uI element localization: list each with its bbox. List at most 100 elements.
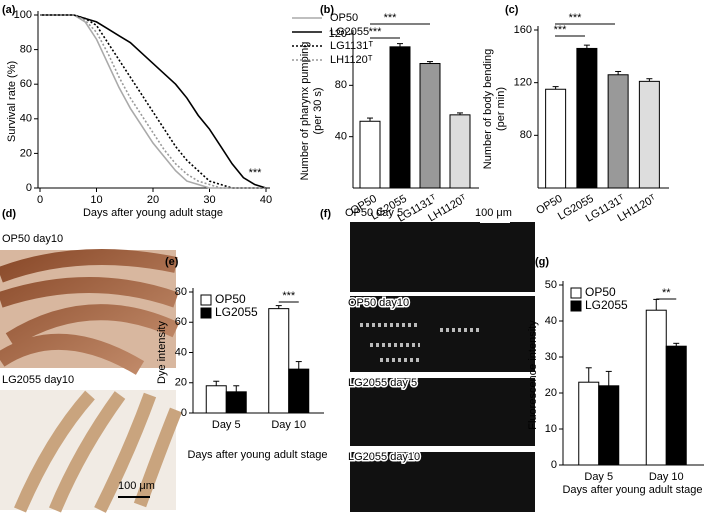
panel-f-images [350, 221, 535, 512]
scale-label: 100 μm [475, 207, 512, 219]
panel-label: (c) [505, 4, 519, 16]
y-axis-label: Number of pharynx pumping [299, 42, 311, 181]
y-tick-label: 80 [520, 129, 532, 141]
x-axis-label: Days after young adult stage [562, 484, 702, 496]
bar [598, 385, 620, 466]
y-tick-label: 20 [175, 377, 187, 389]
x-tick-label: Day 5 [584, 471, 613, 483]
x-tick-label: 0 [37, 194, 43, 206]
legend-label: LG2055 [330, 26, 369, 38]
image-label: LG2055 day10 [2, 374, 74, 386]
y-axis-label: Survival rate (%) [6, 61, 18, 142]
annotation: *** [369, 26, 383, 38]
line [40, 14, 267, 189]
panel-label: (g) [535, 256, 549, 268]
panel-label: (f) [320, 208, 331, 220]
y-tick-label: 40 [175, 346, 187, 358]
y-tick-label: 40 [335, 131, 347, 143]
bar [225, 391, 247, 414]
y-tick-label: 40 [545, 315, 557, 327]
image-label: OP50 day10 [2, 233, 63, 245]
annotation: *** [249, 167, 263, 179]
annotation: *** [384, 12, 398, 24]
image [350, 222, 535, 292]
y-tick-label: 10 [545, 423, 557, 435]
bar [449, 114, 471, 189]
y-tick-label: 20 [20, 147, 32, 159]
y-axis-label: Dye intensity [156, 321, 168, 384]
y-tick-label: 120 [514, 77, 532, 89]
y-tick-label: 80 [175, 286, 187, 298]
legend-label: LG2055 [585, 298, 628, 312]
fluorescence [360, 323, 480, 362]
y-tick-label: 60 [175, 316, 187, 328]
y-tick-label: 50 [545, 279, 557, 291]
x-tick-label: 30 [203, 194, 215, 206]
y-tick-label: 100 [14, 9, 32, 21]
annotation: ** [662, 287, 671, 299]
panel-label: (d) [2, 208, 16, 220]
y-tick-label: 160 [514, 24, 532, 36]
y-tick-label: 0 [551, 459, 557, 471]
line [40, 14, 266, 189]
x-axis-label: Days after young adult stage [83, 207, 223, 219]
bar [638, 80, 660, 189]
y-tick-label: 20 [545, 387, 557, 399]
legend-label: OP50 [330, 12, 358, 24]
bar [665, 345, 687, 466]
y-tick-label: 30 [545, 351, 557, 363]
legend-swatch [200, 294, 212, 306]
legend-label: OP50 [585, 285, 616, 299]
panel-label: (b) [320, 4, 334, 16]
bar [576, 47, 598, 189]
legend-swatch [570, 300, 582, 312]
y-tick-label: 80 [335, 79, 347, 91]
x-tick-label: Day 10 [649, 471, 684, 483]
panel-label: (a) [2, 4, 16, 16]
annotation: *** [569, 12, 583, 24]
image-label: LG2055 day 5 [348, 377, 417, 389]
annotation: *** [554, 24, 568, 36]
y-axis-label: Fluorescence intensity [527, 320, 539, 430]
scale-label: 100 μm [118, 480, 155, 492]
y-tick-label: 40 [20, 113, 32, 125]
image-label: LG2055 day10 [348, 451, 420, 463]
legend-label: OP50 [215, 292, 246, 306]
bar [645, 309, 667, 466]
y-tick-label: 60 [20, 78, 32, 90]
bar [389, 46, 411, 189]
bar [205, 385, 227, 414]
legend-label: LG2055 [215, 305, 258, 319]
x-tick-label: Day 5 [212, 419, 241, 431]
y-tick-label: 120 [329, 28, 347, 40]
panel-label: (e) [165, 256, 179, 268]
y-axis-label: Number of body bending [482, 49, 494, 169]
legend-label: LH1120ᵀ [330, 54, 373, 66]
y-tick-label: 80 [20, 44, 32, 56]
bar [359, 120, 381, 189]
image-label: OP50 day10 [348, 297, 409, 309]
line [40, 14, 266, 189]
bar [268, 308, 290, 414]
image [350, 378, 535, 446]
bar [419, 63, 441, 189]
x-tick-label: 10 [90, 194, 102, 206]
panel-d-images [0, 249, 183, 513]
y-axis-label: (per min) [495, 87, 507, 131]
legend-swatch [200, 307, 212, 319]
bar [607, 74, 629, 189]
legend-label: LG1131ᵀ [330, 40, 373, 52]
bar [578, 381, 600, 466]
image [350, 452, 535, 512]
y-tick-label: 0 [26, 182, 32, 194]
x-tick-label: 20 [147, 194, 159, 206]
x-axis-label: Days after young adult stage [187, 449, 327, 461]
worm [0, 249, 180, 375]
image-label: OP50 day 5 [345, 207, 403, 219]
bar [545, 88, 567, 189]
annotation: *** [282, 290, 296, 302]
line [40, 14, 266, 189]
worm [14, 390, 183, 513]
y-axis-label: (per 30 s) [312, 87, 324, 134]
